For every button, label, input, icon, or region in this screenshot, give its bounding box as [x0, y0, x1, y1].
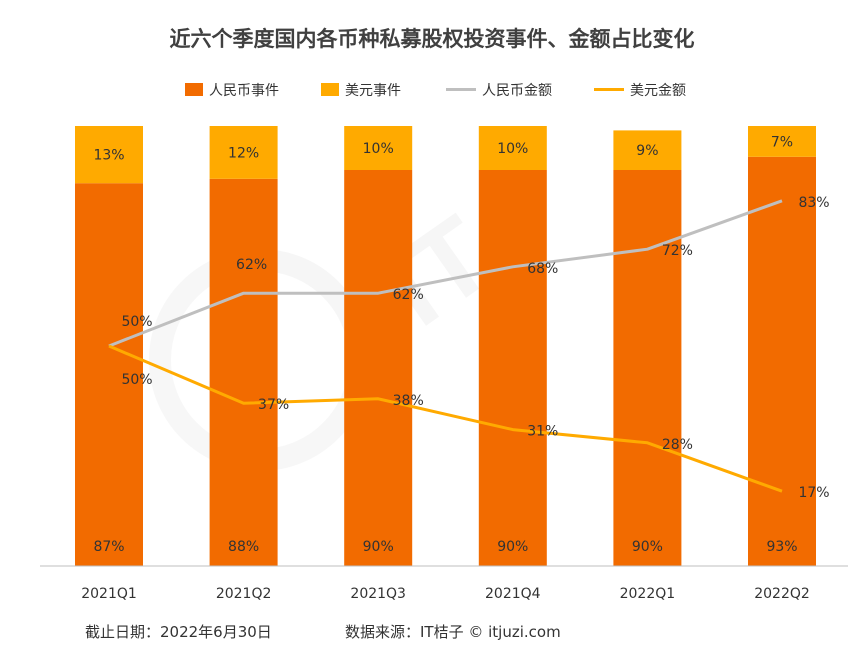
legend-label: 人民币事件	[209, 83, 279, 99]
line-value-label: 38%	[393, 393, 424, 409]
bars	[75, 126, 816, 567]
x-tick-label: 2021Q1	[81, 586, 137, 602]
bar-value-label: 9%	[636, 143, 658, 159]
bar-segment	[748, 126, 816, 157]
x-ticks: 2021Q1 2021Q2 2021Q3 2021Q4 2022Q1 2022Q2	[81, 586, 810, 602]
bar-segment	[209, 178, 278, 567]
bar-value-label: 90%	[632, 539, 663, 555]
x-tick-label: 2022Q2	[754, 586, 810, 602]
x-tick-label: 2021Q4	[485, 586, 541, 602]
line-value-label: 83%	[798, 195, 829, 211]
bar-value-label: 90%	[497, 539, 528, 555]
bar-segment	[209, 126, 278, 179]
bar-value-label: 93%	[766, 539, 797, 555]
bar-value-label: 10%	[497, 141, 528, 157]
lines	[108, 199, 783, 493]
line-value-label: 31%	[527, 424, 558, 440]
line-value-label: 37%	[258, 397, 289, 413]
line-value-label: 17%	[798, 485, 829, 501]
line-value-label: 62%	[393, 287, 424, 303]
x-tick-label: 2021Q2	[216, 586, 272, 602]
line-value-label: 68%	[527, 261, 558, 277]
bar-value-label: 10%	[363, 141, 394, 157]
legend-label: 人民币金额	[482, 83, 552, 99]
chart-title: 近六个季度国内各币种私募股权投资事件、金额占比变化	[170, 27, 695, 51]
legend-label: 美元事件	[345, 83, 401, 99]
series-line	[108, 199, 783, 348]
bar-value-label: 13%	[93, 148, 124, 164]
legend: 人民币事件 美元事件 人民币金额 美元金额	[185, 83, 686, 99]
line-value-label: 28%	[662, 437, 693, 453]
data-labels: 87% 13% 88% 12% 90% 10% 90% 10% 90% 9% 93% 7% 50% 62%…	[93, 134, 829, 555]
line-value-label: 62%	[236, 257, 267, 273]
bar-segment	[344, 170, 413, 566]
legend-swatch	[321, 83, 339, 96]
bar-value-label: 12%	[228, 145, 259, 161]
bar-value-label: 90%	[363, 539, 394, 555]
bar-segment	[75, 126, 143, 184]
bar-value-label: 7%	[771, 134, 793, 150]
x-tick-label: 2021Q3	[350, 586, 406, 602]
line-value-label: 72%	[662, 243, 693, 259]
source-note: 数据来源：IT桔子 © itjuzi.com	[345, 623, 561, 641]
legend-label: 美元金额	[630, 83, 686, 99]
bar-value-label: 88%	[228, 539, 259, 555]
x-tick-label: 2022Q1	[620, 586, 676, 602]
bar-segment	[478, 126, 547, 170]
bar-segment	[75, 183, 143, 566]
line-value-label: 50%	[121, 314, 152, 330]
bar-segment	[478, 170, 547, 566]
line-value-label: 50%	[121, 372, 152, 388]
bar-segment	[344, 126, 413, 170]
bar-value-label: 87%	[93, 539, 124, 555]
bar-segment	[748, 156, 816, 567]
series-line	[108, 344, 783, 493]
bar-segment	[613, 170, 682, 566]
bar-segment	[613, 130, 682, 170]
legend-swatch	[185, 83, 203, 96]
date-note: 截止日期：2022年6月30日	[85, 623, 272, 641]
